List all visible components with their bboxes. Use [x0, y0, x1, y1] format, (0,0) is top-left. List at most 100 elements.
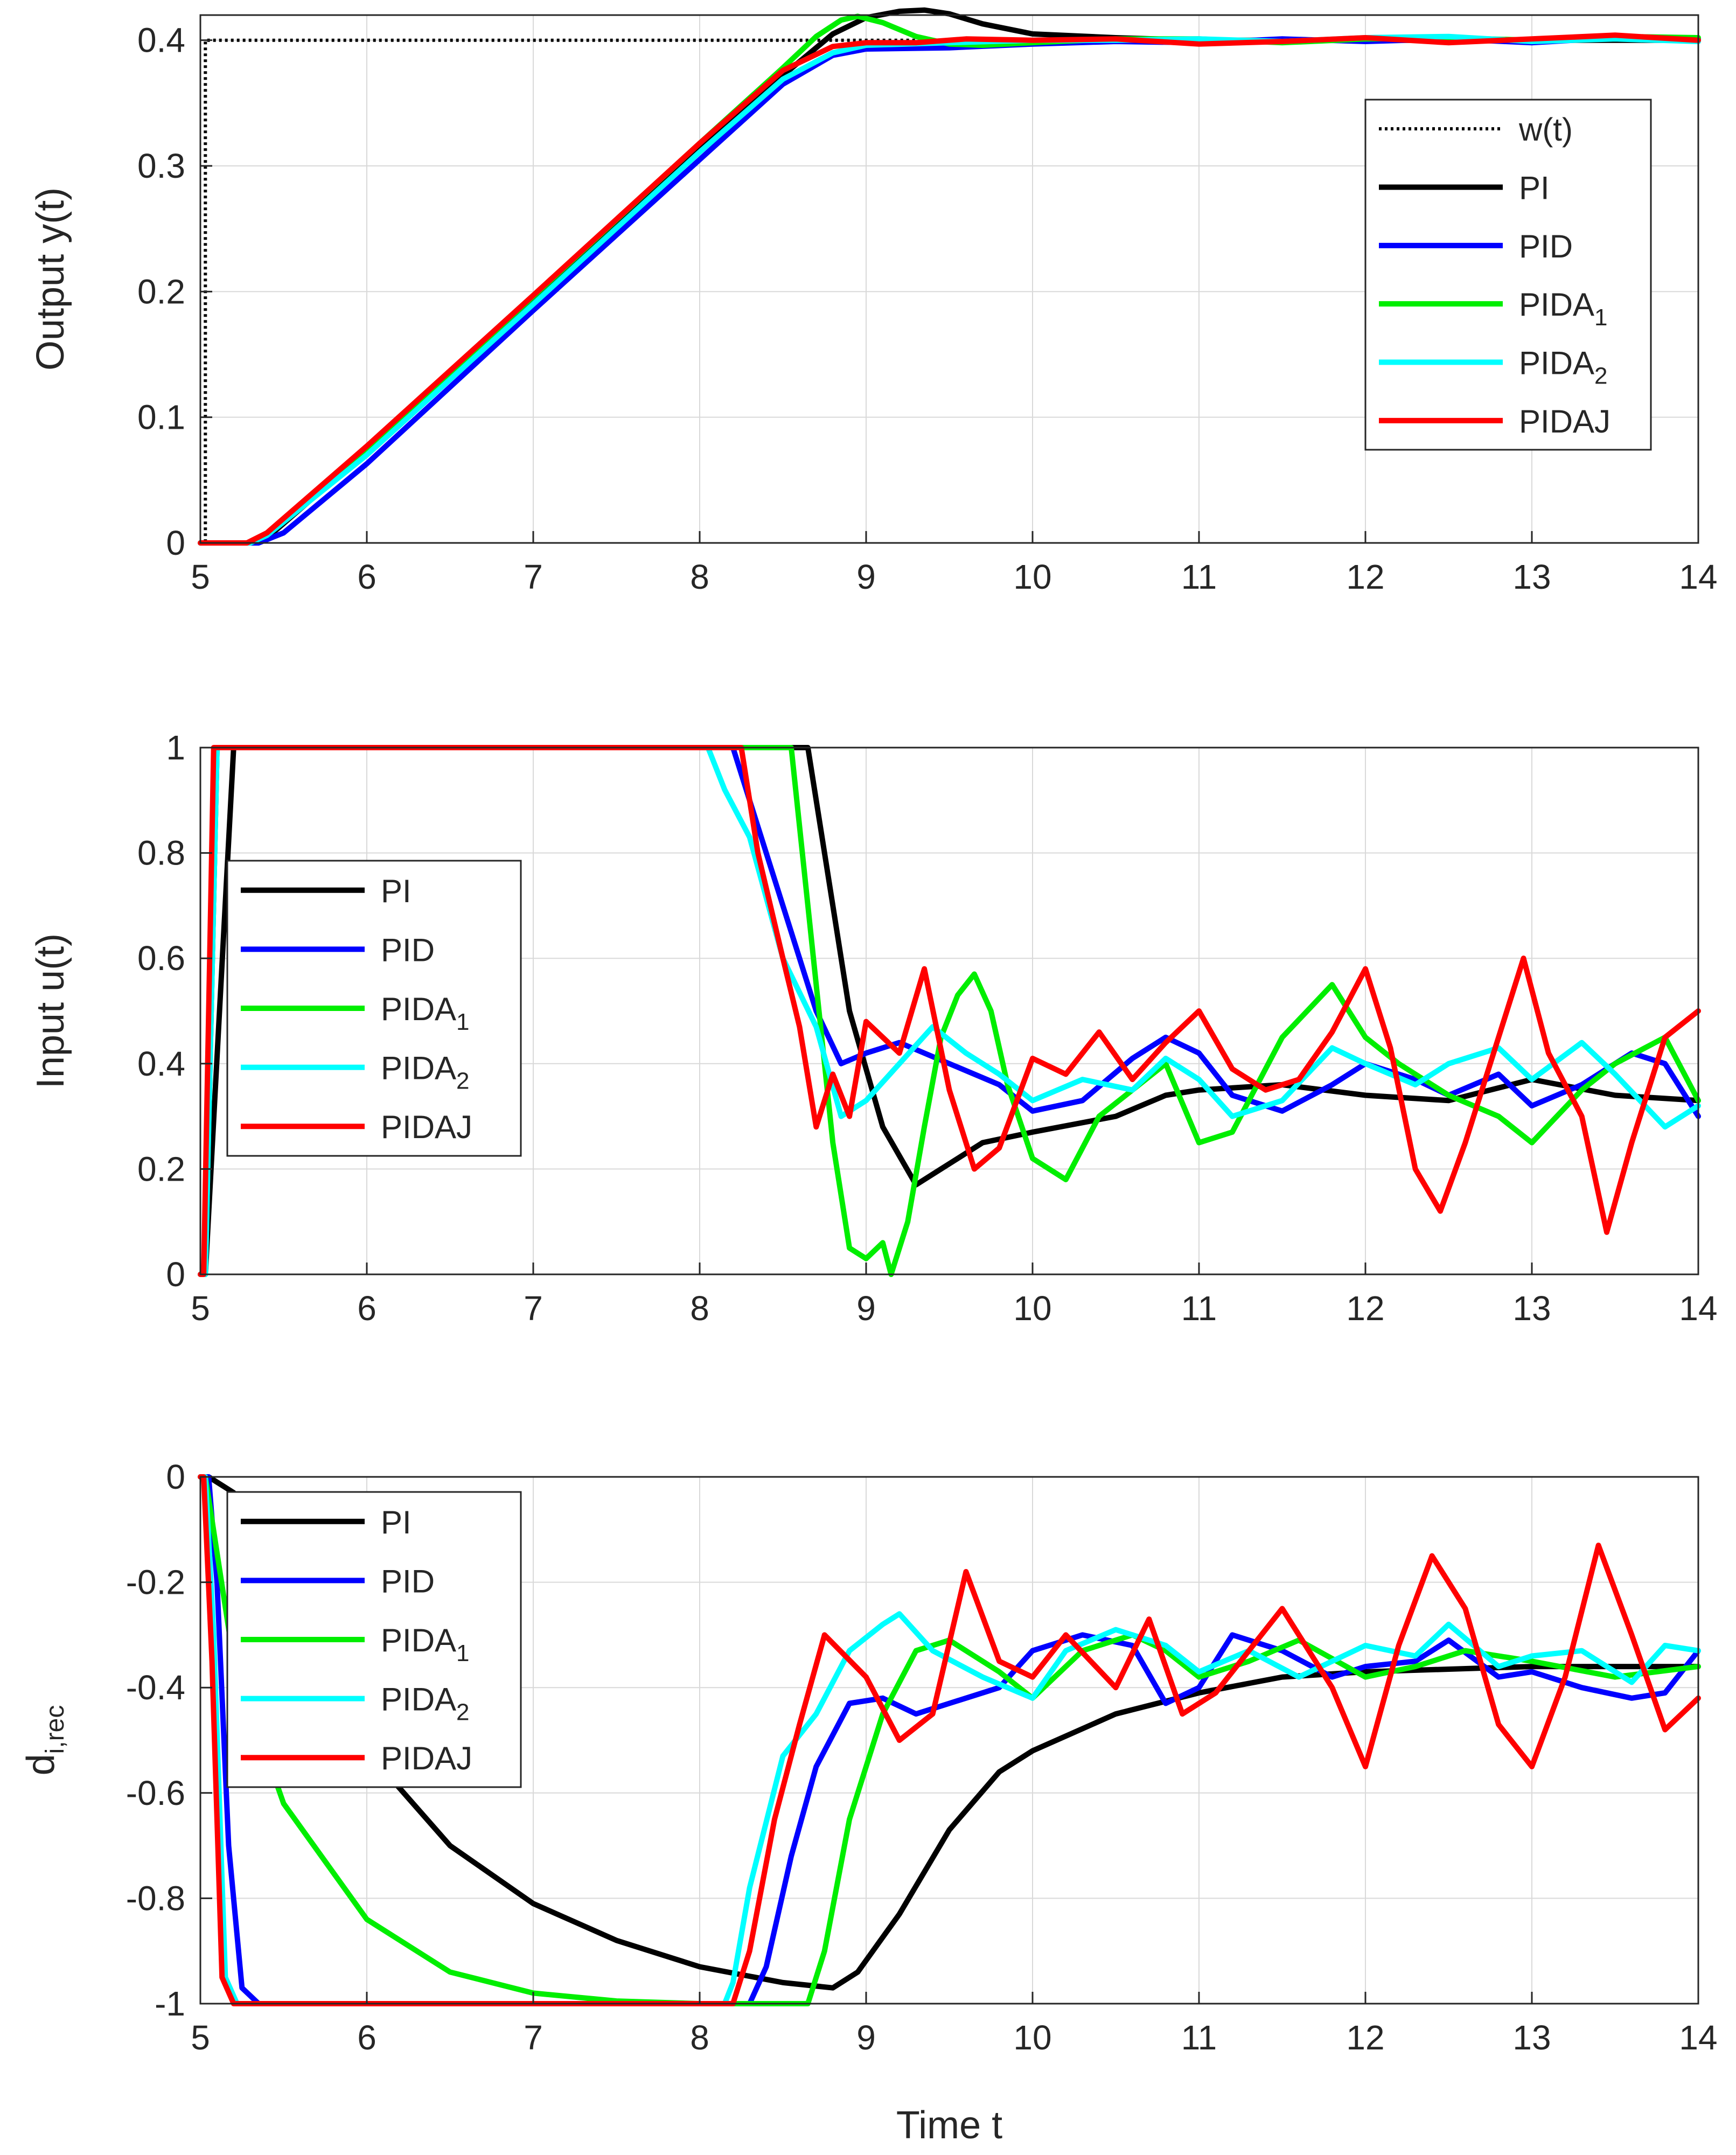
output-x-tick-label: 14 [1679, 557, 1717, 596]
input-legend-label-main: PI [381, 873, 412, 909]
input-axes-box [199, 747, 1699, 1275]
input-legend-label-pida2: PIDA2 [381, 1050, 470, 1094]
disturbance-x-tick-label: 6 [357, 2018, 377, 2057]
input-y-tick-label: 1 [166, 728, 185, 767]
output-legend-label-main: PIDA [1519, 287, 1594, 323]
output-x-tick-label: 10 [1013, 557, 1051, 596]
output-x-tick-label: 11 [1181, 557, 1217, 596]
output-legend-label-main: PID [1519, 228, 1573, 264]
time-axis-label: Time t [896, 2104, 1002, 2147]
input-x-tick-label: 7 [524, 1289, 543, 1328]
output-x-tick-label: 12 [1346, 557, 1384, 596]
disturbance-y-axis-label: di,rec [19, 1705, 69, 1776]
output-legend-label-main: w(t) [1518, 111, 1573, 148]
input-series-group [198, 745, 1701, 1277]
disturbance-legend-label-pid: PID [381, 1563, 435, 1599]
disturbance-y-tick-label: -0.8 [126, 1879, 185, 1917]
output-legend-label-pid: PID [1519, 228, 1573, 264]
input-y-tick-label: 0.4 [137, 1044, 185, 1083]
output-y-tick-label: 0.4 [137, 21, 185, 60]
disturbance-y-tick-label: 0 [166, 1457, 185, 1496]
disturbance-legend-label-pidaj: PIDAJ [381, 1740, 472, 1776]
output-y-tick-label: 0.2 [137, 272, 185, 311]
disturbance-y-axis-label-sub: i,rec [41, 1705, 69, 1754]
input-legend-label-main: PID [381, 932, 435, 968]
output-x-tick-label: 5 [191, 557, 210, 596]
disturbance-x-tick-label: 11 [1181, 2018, 1217, 2057]
input-legend-label-sub: 2 [456, 1068, 469, 1094]
input-series-pi [198, 745, 1701, 1277]
disturbance-y-tick-label: -0.4 [126, 1668, 185, 1707]
disturbance-x-tick-label: 8 [690, 2018, 709, 2057]
input-y-tick-label: 0.8 [137, 834, 185, 873]
output-x-tick-label: 13 [1512, 557, 1551, 596]
input-legend-label-main: PIDAJ [381, 1109, 472, 1145]
disturbance-legend-label-main: PIDAJ [381, 1740, 472, 1776]
disturbance-x-tick-label: 12 [1346, 2018, 1384, 2057]
input-series-pid [198, 745, 1701, 1277]
output-legend-box [1364, 99, 1652, 451]
input-legend-label-main: PIDA [381, 1050, 456, 1086]
disturbance-x-tick-label: 7 [524, 2018, 543, 2057]
disturbance-chart: 5 6 7 8 9 10 11 12 13 14-1-0.8-0.6-0.4-0.20 di,re… [19, 1457, 1718, 2147]
disturbance-legend-label-sub: 2 [456, 1699, 469, 1726]
disturbance-x-tick-label: 10 [1013, 2018, 1051, 2057]
output-x-tick-label: 7 [524, 557, 543, 596]
input-legend-label-sub: 1 [456, 1009, 469, 1035]
disturbance-legend-label-sub: 1 [456, 1640, 469, 1666]
output-x-tick-label: 9 [856, 557, 876, 596]
disturbance-legend-label-pida2: PIDA2 [381, 1682, 470, 1726]
disturbance-y-tick-label: -0.2 [126, 1563, 185, 1602]
input-legend-label-main: PIDA [381, 991, 456, 1027]
output-legend-label-main: PIDA [1519, 345, 1594, 381]
input-x-tick-label: 14 [1679, 1289, 1717, 1328]
output-x-tick-label: 6 [357, 557, 377, 596]
input-y-tick-label: 0 [166, 1255, 185, 1294]
disturbance-y-tick-label: -0.6 [126, 1774, 185, 1812]
input-series-pida1 [198, 745, 1701, 1277]
disturbance-ticks: 5 6 7 8 9 10 11 12 13 14-1-0.8-0.6-0.4-0.20 [126, 1457, 1718, 2057]
input-x-tick-label: 10 [1013, 1289, 1051, 1328]
input-y-tick-label: 0.2 [137, 1149, 185, 1188]
input-legend-label-pid: PID [381, 932, 435, 968]
output-legend-label-pidaj: PIDAJ [1519, 403, 1610, 440]
disturbance-series-pidaj [198, 1474, 1701, 2006]
disturbance-legend: PI PID PIDA1 PIDA2 PIDAJ [226, 1491, 522, 1788]
disturbance-legend-label-main: PID [381, 1563, 435, 1599]
output-axes-box [199, 14, 1699, 544]
input-x-tick-label: 13 [1512, 1289, 1551, 1328]
output-y-axis-label: Output y(t) [29, 187, 72, 371]
disturbance-y-axis-label-main: d [19, 1754, 62, 1775]
input-x-tick-label: 9 [856, 1289, 876, 1328]
output-legend-label-sub: 1 [1594, 304, 1607, 331]
disturbance-legend-label-main: PIDA [381, 1682, 456, 1718]
input-x-tick-label: 12 [1346, 1289, 1384, 1328]
disturbance-x-tick-label: 13 [1512, 2018, 1551, 2057]
output-legend-label-pi: PI [1519, 170, 1550, 206]
input-x-tick-label: 5 [191, 1289, 210, 1328]
input-series-pidaj [198, 745, 1701, 1277]
output-legend-label-main: PI [1519, 170, 1550, 206]
output-legend-label-main: PIDAJ [1519, 403, 1610, 440]
output-legend-label-w-t: w(t) [1518, 111, 1573, 148]
disturbance-legend-label-pi: PI [381, 1504, 412, 1540]
input-legend-label-pida1: PIDA1 [381, 991, 470, 1035]
input-legend-box [226, 860, 522, 1157]
input-legend-label-pidaj: PIDAJ [381, 1109, 472, 1145]
output-y-tick-label: 0 [166, 524, 185, 562]
input-x-tick-label: 11 [1181, 1289, 1217, 1328]
input-y-tick-label: 0.6 [137, 939, 185, 978]
output-x-tick-label: 8 [690, 557, 709, 596]
disturbance-legend-label-main: PI [381, 1504, 412, 1540]
disturbance-x-tick-label: 5 [191, 2018, 210, 2057]
disturbance-y-tick-label: -1 [155, 1984, 185, 2023]
input-y-axis-label: Input u(t) [29, 933, 72, 1089]
output-legend-label-sub: 2 [1594, 363, 1607, 389]
